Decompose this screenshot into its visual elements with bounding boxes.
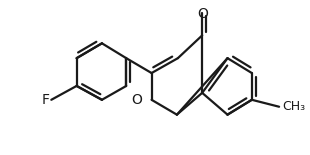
Text: O: O (131, 93, 142, 107)
Text: O: O (197, 7, 208, 20)
Text: F: F (41, 93, 49, 107)
Text: CH₃: CH₃ (282, 100, 305, 113)
